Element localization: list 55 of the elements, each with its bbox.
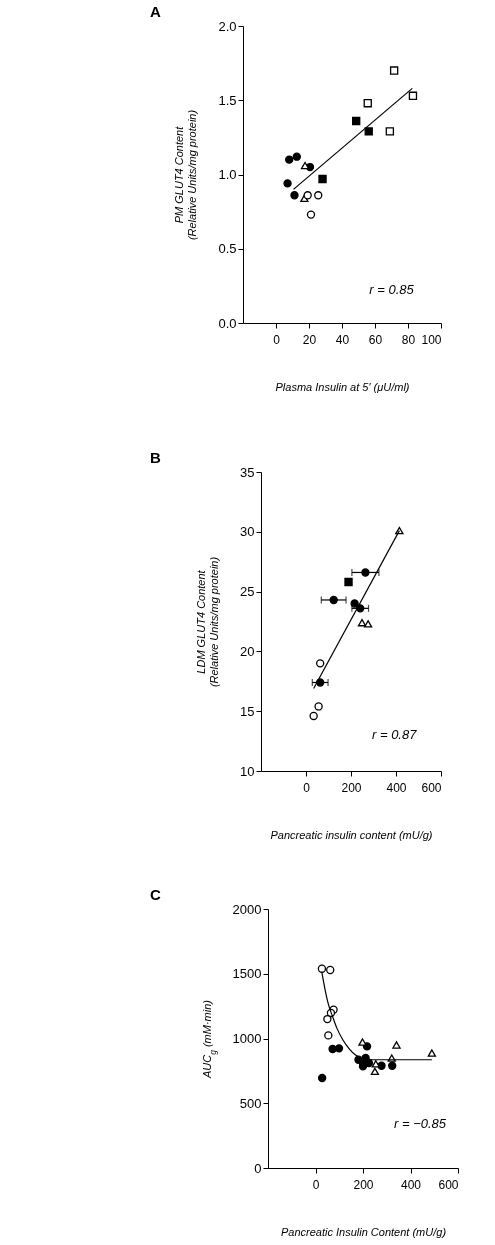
- x-tick-label: 40: [335, 332, 350, 347]
- x-tick-label: 80: [401, 332, 416, 347]
- point: [389, 66, 399, 75]
- x-tick-label: 0: [312, 1177, 320, 1192]
- y-tick-label: 10: [240, 763, 255, 779]
- point: [306, 210, 316, 219]
- x-tick-label: 0: [303, 780, 311, 795]
- y-tick-label: 1000: [232, 1031, 262, 1046]
- annotation: r = 0.85: [369, 282, 415, 298]
- x-tick-label: 600: [421, 780, 442, 795]
- x-tick-label: 0: [273, 332, 281, 347]
- x-axis-title: Pancreatic insulin content (mU/g): [270, 828, 433, 841]
- point: [385, 127, 395, 136]
- y-axis-title: LDM GLUT4 Content (Relative Units/mg protein): [195, 556, 221, 688]
- point: [303, 191, 312, 200]
- y-tick-label: 1500: [232, 966, 262, 982]
- point: [352, 116, 361, 126]
- y-tick-label: 2.0: [218, 18, 237, 34]
- x-axis-title: Plasma Insulin at 5′ (μU/ml): [275, 380, 410, 393]
- x-tick-label: 200: [353, 1177, 374, 1192]
- point: [290, 191, 299, 200]
- point: [314, 191, 323, 200]
- point: [292, 152, 301, 161]
- point: [285, 155, 294, 164]
- x-tick-label: 100: [421, 332, 442, 347]
- y-tick-label: 25: [240, 584, 255, 600]
- y-tick-label: 0.5: [218, 241, 237, 257]
- point: [408, 91, 418, 100]
- x-tick-label: 60: [368, 332, 383, 347]
- x-tick-label: 400: [400, 1177, 422, 1192]
- y-tick-label: 30: [240, 524, 255, 540]
- y-tick-label: 0: [254, 1160, 262, 1176]
- y-tick-label: 1.0: [218, 167, 237, 182]
- x-axis-title: Pancreatic Insulin Content (mU/g): [280, 1225, 447, 1238]
- annotation: r = −0.85: [393, 1115, 447, 1131]
- y-tick-label: 0.0: [218, 315, 237, 331]
- x-tick-label: 200: [341, 780, 362, 795]
- x-tick-label: 600: [438, 1177, 459, 1192]
- chart-title: A: [150, 3, 161, 20]
- point: [283, 179, 292, 188]
- y-tick-label: 500: [239, 1095, 262, 1111]
- y-tick-label: 20: [240, 643, 255, 659]
- chart-title: B: [150, 449, 161, 466]
- point: [363, 99, 372, 108]
- x-tick-label: 20: [302, 332, 317, 347]
- x-tick-label: 400: [386, 780, 407, 795]
- chart-title: C: [150, 886, 161, 903]
- y-tick-label: 15: [240, 703, 255, 719]
- y-tick-label: 1.5: [218, 92, 237, 108]
- point: [364, 127, 373, 136]
- annotation: r = 0.87: [371, 727, 418, 743]
- y-tick-label: 2000: [232, 901, 262, 917]
- y-tick-label: 35: [240, 464, 255, 480]
- y-axis-title: PM GLUT4 Content (Relative Units/mg protein): [173, 109, 199, 241]
- point: [318, 174, 327, 184]
